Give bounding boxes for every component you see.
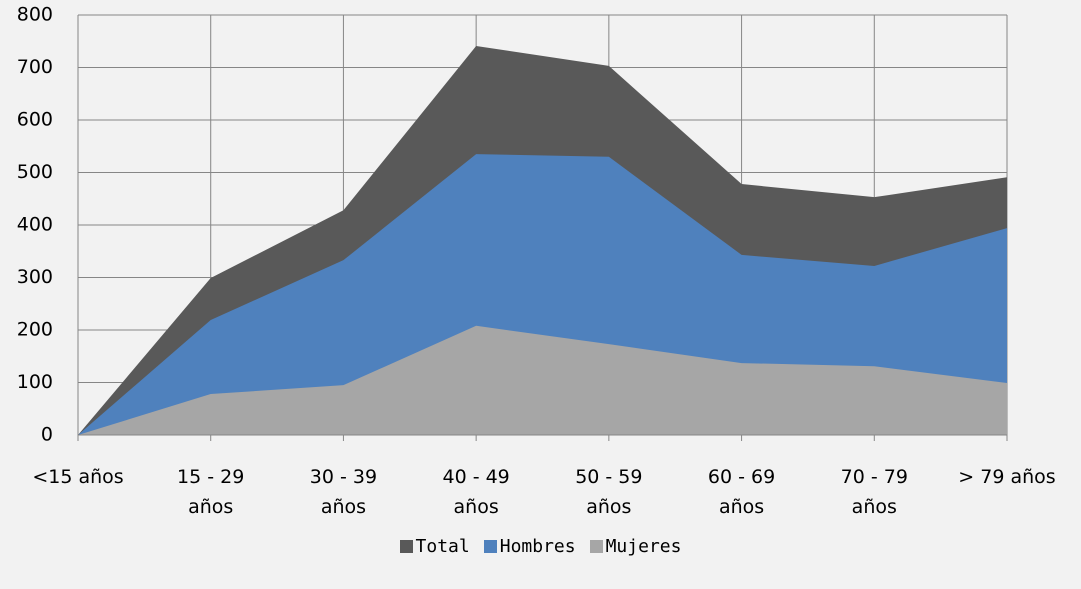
y-tick-label: 400 [17, 214, 53, 236]
legend-label: Total [415, 536, 470, 557]
area [78, 325, 1007, 435]
y-tick-label: 500 [17, 161, 53, 183]
x-tick-label: 40 - 49 años [442, 466, 510, 518]
y-tick-label: 100 [17, 371, 53, 393]
legend: Total Hombres Mujeres [0, 536, 1081, 557]
y-tick-label: 600 [17, 109, 53, 131]
x-tick-label: 30 - 39 años [309, 466, 378, 518]
legend-swatch [589, 540, 603, 553]
x-tick-label: 60 - 69 años [707, 466, 776, 518]
y-tick-label: 800 [17, 4, 53, 26]
legend-item: Hombres [483, 536, 576, 557]
legend-label: Hombres [499, 536, 576, 557]
x-tick-label: 50 - 59 años [575, 466, 643, 518]
x-tick-label: > 79 años [958, 466, 1056, 488]
y-tick-label: 0 [41, 424, 53, 446]
legend-swatch [483, 540, 497, 553]
legend-label: Mujeres [605, 536, 682, 557]
x-tick-label: <15 años [32, 466, 124, 488]
y-tick-label: 700 [17, 56, 53, 78]
legend-item: Mujeres [589, 536, 682, 557]
x-tick-label: 15 - 29 años [177, 466, 245, 518]
legend-swatch [399, 540, 413, 553]
y-tick-label: 300 [17, 266, 53, 288]
y-tick-label: 200 [17, 319, 53, 341]
x-tick-label: 70 - 79 años [840, 466, 908, 518]
legend-item: Total [399, 536, 470, 557]
